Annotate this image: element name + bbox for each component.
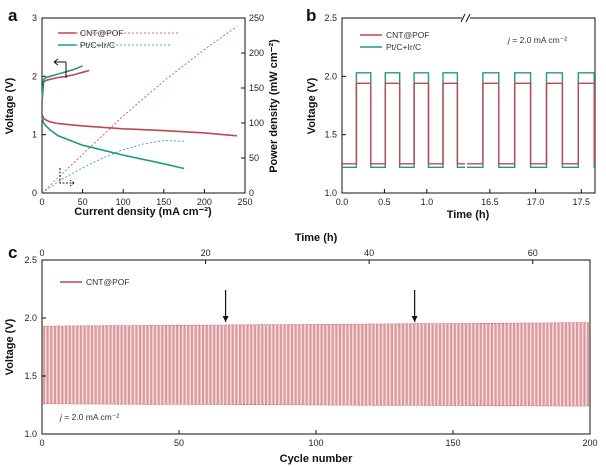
legend-label-cnt-pof: CNT@POF xyxy=(80,28,124,38)
a-x-tick-label: 50 xyxy=(78,197,88,207)
panel-label-c: c xyxy=(8,243,17,262)
panel-label-b: b xyxy=(306,6,316,25)
c-y-tick-label: 2.5 xyxy=(24,255,37,265)
panel-c-annotation-rest: = 2.0 mA cm⁻² xyxy=(62,412,119,422)
b-series-seg2-cnt-pof xyxy=(467,82,595,165)
legend-b-label-cnt-pof: CNT@POF xyxy=(386,30,430,40)
c-x-tick-label: 150 xyxy=(445,438,460,448)
a-y2-tick-label: 100 xyxy=(249,118,264,128)
a-y2-tick-label: 0 xyxy=(249,188,254,198)
series-polarization-charge-pt-ir xyxy=(41,65,83,100)
a-x-tick-label: 100 xyxy=(116,197,131,207)
panel-b-chart: 0.0 0.5 1.0 16.5 17.0 17.5 1.0 1.5 2.0 2.5 Time … xyxy=(306,13,596,221)
panel-c-x-label: Cycle number xyxy=(280,453,353,465)
a-y2-tick-label: 150 xyxy=(249,83,264,93)
panel-c-annotation: j = 2.0 mA cm⁻² xyxy=(59,412,119,422)
a-y-tick-label: 0 xyxy=(32,188,37,198)
panel-b-x-label: Time (h) xyxy=(447,209,490,221)
panel-a-frame xyxy=(41,17,246,194)
series-polarization-discharge-pt-ir xyxy=(41,116,185,170)
legend-b-label-pt-ir: Pt/C+Ir/C xyxy=(386,42,421,52)
a-y2-tick-label: 50 xyxy=(249,153,259,163)
c-top-tick-label: 40 xyxy=(364,248,374,258)
b-y-tick-label: 2.5 xyxy=(324,13,337,23)
axis-break-mark-2 xyxy=(465,13,471,23)
b-series-seg1-cnt-pof xyxy=(342,82,465,165)
panel-c-top-x-label: Time (h) xyxy=(295,232,338,244)
panel-c-arrows xyxy=(222,290,418,322)
a-y2-tick-label: 250 xyxy=(249,13,264,23)
b-y-tick-label: 1.5 xyxy=(324,130,337,140)
c-x-tick-label: 200 xyxy=(582,438,597,448)
panel-b-annotation-rest: = 2.0 mA cm⁻² xyxy=(510,35,567,45)
series-power-cnt-pof xyxy=(41,26,238,194)
b-y-tick-label: 2.0 xyxy=(324,71,337,81)
series-power-pt-ir xyxy=(41,140,185,194)
b-x-tick-label: 1.0 xyxy=(421,197,434,207)
panel-b-x-ticks: 0.0 0.5 1.0 16.5 17.0 17.5 xyxy=(336,189,590,207)
a-x-tick-label: 250 xyxy=(237,197,252,207)
c-x-tick-label: 100 xyxy=(308,438,323,448)
b-series-seg2-pt-ir xyxy=(467,72,595,169)
a-y-tick-label: 3 xyxy=(32,13,37,23)
axis-break-gap xyxy=(462,13,470,23)
arrow-right-annotation xyxy=(59,168,75,187)
series-polarization-discharge-cnt-pof xyxy=(41,114,237,137)
panel-b-annotation-j: j xyxy=(507,35,511,45)
a-x-tick-label: 200 xyxy=(197,197,212,207)
panel-a-chart: 0 50 100 150 200 250 0 1 2 3 0 50 100 150 200 250 Cur… xyxy=(4,13,280,218)
axis-break-mark-1 xyxy=(460,13,466,23)
panel-a-series xyxy=(41,26,238,194)
a-x-tick-label: 150 xyxy=(156,197,171,207)
panel-c-chart: 0 50 100 150 200 0 20 40 60 1.0 1.5 2.0 2.5 Time (… xyxy=(4,232,598,465)
c-arrow-head xyxy=(411,316,418,322)
c-top-tick-label: 60 xyxy=(528,248,538,258)
b-x-tick-label: 17.5 xyxy=(573,197,591,207)
panel-a-x-label: Current density (mA cm⁻²) xyxy=(74,206,212,218)
b-y-tick-label: 1.0 xyxy=(324,188,337,198)
legend-c-label-cnt-pof: CNT@POF xyxy=(86,277,130,287)
c-y-tick-label: 2.0 xyxy=(24,313,37,323)
panel-b-y-ticks: 1.0 1.5 2.0 2.5 xyxy=(324,13,346,198)
panel-c-y-label: Voltage (V) xyxy=(4,318,16,375)
panel-a-y2-label: Power density (mW cm⁻²) xyxy=(268,39,280,173)
series-polarization-charge-cnt-pof xyxy=(41,69,90,103)
a-x-tick-label: 0 xyxy=(39,197,44,207)
c-top-tick-label: 0 xyxy=(39,248,44,258)
b-x-tick-label: 0.5 xyxy=(378,197,391,207)
panel-c-y-ticks: 1.0 1.5 2.0 2.5 xyxy=(24,255,46,439)
arrow-left-annotation xyxy=(53,58,67,78)
panel-a-x-ticks: 0 50 100 150 200 250 xyxy=(39,189,253,207)
annotation-c-background xyxy=(56,408,138,424)
panel-b-series xyxy=(342,72,595,169)
c-x-tick-label: 50 xyxy=(174,438,184,448)
panel-b-y-label: Voltage (V) xyxy=(306,77,318,134)
a-y2-tick-label: 200 xyxy=(249,48,264,58)
panel-c-series xyxy=(42,322,590,407)
c-y-tick-label: 1.0 xyxy=(24,429,37,439)
panel-c-annotation-j: j xyxy=(59,412,63,422)
panel-b-annotation: j = 2.0 mA cm⁻² xyxy=(507,35,567,45)
panel-a-y-ticks: 0 1 2 3 xyxy=(32,13,46,198)
c-series-cnt-pof xyxy=(42,322,590,407)
legend-c-background xyxy=(56,274,146,290)
panel-a-y2-ticks: 0 50 100 150 200 250 xyxy=(241,13,264,198)
c-x-tick-label: 0 xyxy=(39,438,44,448)
b-x-tick-label: 17.0 xyxy=(527,197,545,207)
panel-a-y-label: Voltage (V) xyxy=(4,77,16,134)
panel-c-x-ticks: 0 50 100 150 200 xyxy=(39,430,598,448)
legend-label-pt-ir: Pt/C+Ir/C xyxy=(80,40,115,50)
c-arrow-head xyxy=(222,316,229,322)
a-y-tick-label: 1 xyxy=(32,130,37,140)
c-top-tick-label: 20 xyxy=(201,248,211,258)
panel-c-top-ticks: 0 20 40 60 xyxy=(39,248,538,264)
c-y-tick-label: 1.5 xyxy=(24,371,37,381)
b-series-seg1-pt-ir xyxy=(342,72,465,169)
b-x-tick-label: 0.0 xyxy=(336,197,349,207)
a-y-tick-label: 2 xyxy=(32,71,37,81)
panel-label-a: a xyxy=(8,6,18,25)
b-x-tick-label: 16.5 xyxy=(481,197,499,207)
